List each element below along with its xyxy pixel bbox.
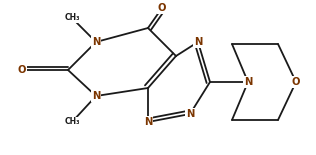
Text: N: N — [92, 91, 100, 101]
Text: O: O — [18, 65, 26, 75]
Text: CH₃: CH₃ — [64, 13, 80, 22]
Text: CH₃: CH₃ — [64, 117, 80, 126]
Text: N: N — [244, 77, 252, 87]
Text: N: N — [92, 37, 100, 47]
Text: N: N — [194, 37, 202, 47]
Text: N: N — [144, 117, 152, 127]
Text: N: N — [186, 109, 194, 119]
Text: O: O — [292, 77, 300, 87]
Text: O: O — [158, 3, 166, 13]
